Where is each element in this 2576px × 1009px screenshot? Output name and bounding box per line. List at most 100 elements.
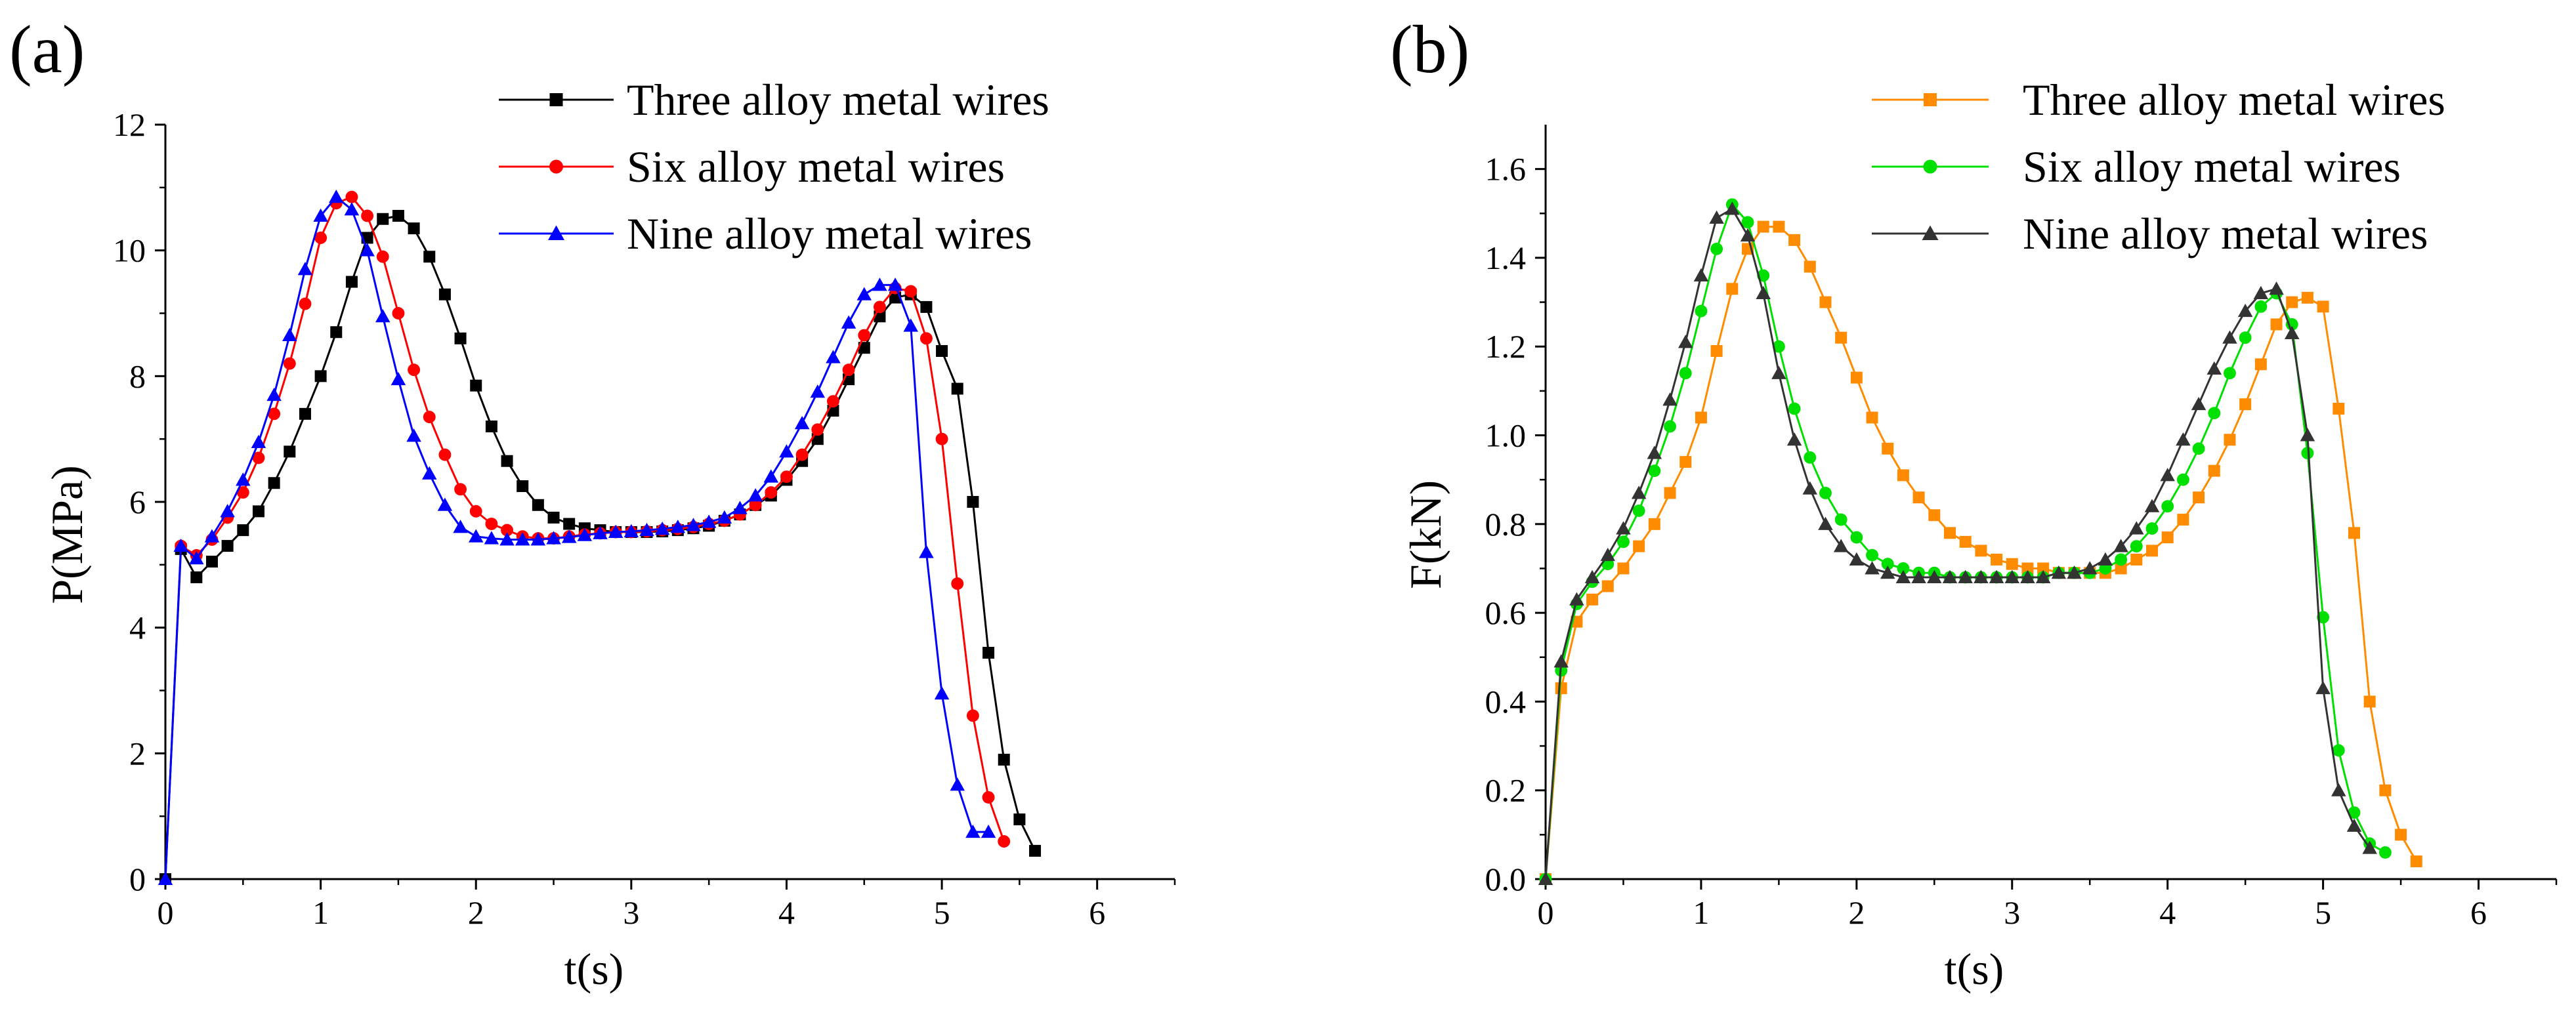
- data-point: [1958, 569, 1973, 583]
- data-point: [485, 518, 498, 530]
- panel-label-a: (a): [9, 12, 85, 87]
- data-point: [982, 791, 995, 804]
- data-point: [2222, 330, 2237, 344]
- data-point: [1555, 682, 1567, 695]
- data-point: [1897, 562, 1910, 575]
- data-point: [1679, 456, 1692, 468]
- data-point: [2021, 562, 2034, 575]
- data-point: [1741, 216, 1754, 229]
- data-point: [2315, 680, 2331, 695]
- data-point: [2177, 514, 2189, 526]
- panel-b-y-axis-title: F(kN): [1401, 480, 1450, 589]
- legend-label: Nine alloy metal wires: [627, 209, 1032, 258]
- y-tick-label: 0.8: [1485, 506, 1527, 543]
- data-point: [1880, 565, 1895, 579]
- data-point: [438, 288, 451, 300]
- data-point: [1631, 485, 1647, 499]
- data-point: [1819, 487, 1832, 499]
- data-point: [2346, 818, 2362, 832]
- data-point: [749, 499, 762, 512]
- data-point: [454, 332, 467, 344]
- panel-a-x-axis-title: t(s): [564, 944, 624, 994]
- data-point: [2160, 468, 2175, 482]
- data-point: [2051, 565, 2067, 579]
- data-point: [1959, 535, 1972, 548]
- data-point: [1586, 593, 1599, 606]
- data-point: [408, 222, 420, 235]
- data-point: [2332, 744, 2345, 757]
- data-point: [1772, 340, 1785, 353]
- data-point: [330, 326, 343, 339]
- data-point: [252, 451, 265, 464]
- data-point: [375, 309, 391, 323]
- data-point: [1617, 535, 1630, 548]
- data-point: [1647, 445, 1662, 459]
- data-point: [2410, 855, 2422, 867]
- legend-label: Nine alloy metal wires: [2023, 209, 2428, 258]
- data-point: [1866, 411, 1878, 424]
- x-tick-label: 4: [778, 894, 795, 931]
- data-point: [530, 532, 546, 546]
- data-point: [190, 571, 203, 583]
- data-point: [2020, 569, 2035, 583]
- data-point: [469, 504, 482, 518]
- y-tick-label: 6: [129, 484, 146, 520]
- data-point: [2176, 473, 2189, 486]
- data-point: [266, 387, 282, 402]
- data-point: [1771, 365, 1786, 379]
- data-point: [468, 529, 484, 543]
- data-point: [1029, 844, 1042, 857]
- data-point: [965, 824, 981, 838]
- x-tick-label: 3: [623, 894, 639, 931]
- data-point: [826, 350, 841, 363]
- data-point: [563, 518, 576, 530]
- data-point: [1975, 545, 1987, 557]
- data-point: [1584, 569, 1600, 583]
- data-point: [1756, 285, 1771, 300]
- data-point: [517, 480, 529, 493]
- y-tick-label: 0.0: [1485, 861, 1527, 897]
- data-point: [936, 345, 948, 357]
- data-point: [158, 871, 173, 885]
- data-point: [1617, 562, 1630, 575]
- data-point: [1942, 569, 1958, 583]
- y-tick-label: 1.6: [1485, 151, 1527, 188]
- data-point: [1804, 260, 1816, 273]
- data-point: [872, 278, 887, 291]
- data-point: [360, 243, 375, 257]
- data-point: [1664, 420, 1676, 433]
- data-point: [858, 329, 871, 342]
- data-point: [982, 647, 995, 659]
- data-point: [2208, 464, 2220, 477]
- data-point: [2317, 300, 2329, 313]
- data-point: [919, 332, 933, 345]
- data-point: [236, 472, 251, 486]
- panel-label-b: (b): [1390, 12, 1469, 87]
- data-point: [2362, 840, 2377, 854]
- data-point: [546, 531, 561, 545]
- data-point: [2286, 296, 2298, 308]
- data-point: [887, 278, 903, 291]
- data-point: [313, 208, 328, 222]
- legend-marker: [549, 159, 563, 174]
- x-tick-label: 6: [2470, 894, 2487, 931]
- series-line: [1544, 207, 2371, 880]
- data-point: [1757, 220, 1769, 233]
- y-tick-label: 10: [113, 232, 146, 269]
- x-tick-label: 3: [2004, 894, 2020, 931]
- legend-entry-2: Six alloy metal wires: [499, 142, 1005, 192]
- data-point: [1833, 539, 1849, 552]
- data-point: [1600, 547, 1616, 562]
- data-point: [189, 551, 204, 565]
- data-point: [2285, 318, 2298, 331]
- data-point: [1662, 392, 1678, 406]
- data-point: [501, 524, 514, 537]
- data-point: [314, 370, 327, 382]
- data-point: [1850, 371, 1863, 384]
- data-point: [795, 448, 809, 461]
- x-tick-label: 2: [1848, 894, 1865, 931]
- data-point: [2161, 500, 2174, 513]
- x-tick-label: 5: [934, 894, 950, 931]
- data-point: [1850, 531, 1863, 544]
- data-point: [2363, 695, 2376, 708]
